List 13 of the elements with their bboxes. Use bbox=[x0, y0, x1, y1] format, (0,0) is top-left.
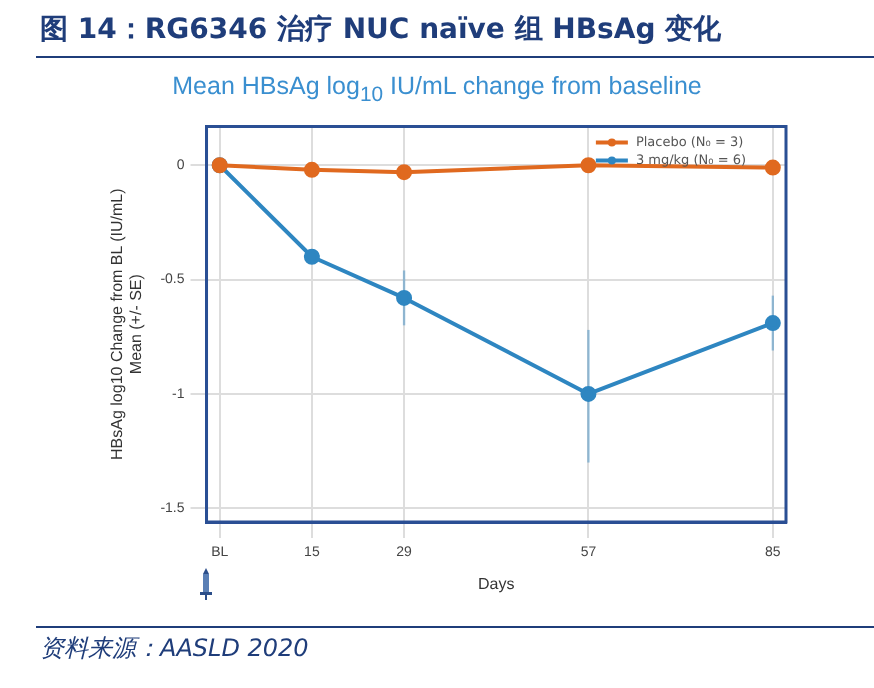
y-axis-title: HBsAg log10 Change from BL (IU/mL) Mean (+/- SE) bbox=[108, 187, 146, 460]
text: 资料来源：AASLD 2020 bbox=[40, 632, 309, 666]
x-axis-title: Days bbox=[478, 574, 515, 593]
point bbox=[396, 289, 413, 306]
point bbox=[303, 161, 320, 178]
chart-subtitle: Mean HBsAg log$_{10}$ IU/mL change from baseline bbox=[170, 72, 704, 107]
point bbox=[303, 248, 320, 265]
point bbox=[580, 385, 597, 402]
point bbox=[764, 315, 781, 332]
point bbox=[580, 157, 597, 174]
chart-title: 图 14：RG6346 治疗 NUC naïve 组 HBsAg 变化 bbox=[40, 12, 722, 48]
point bbox=[396, 164, 413, 181]
point bbox=[764, 159, 781, 176]
